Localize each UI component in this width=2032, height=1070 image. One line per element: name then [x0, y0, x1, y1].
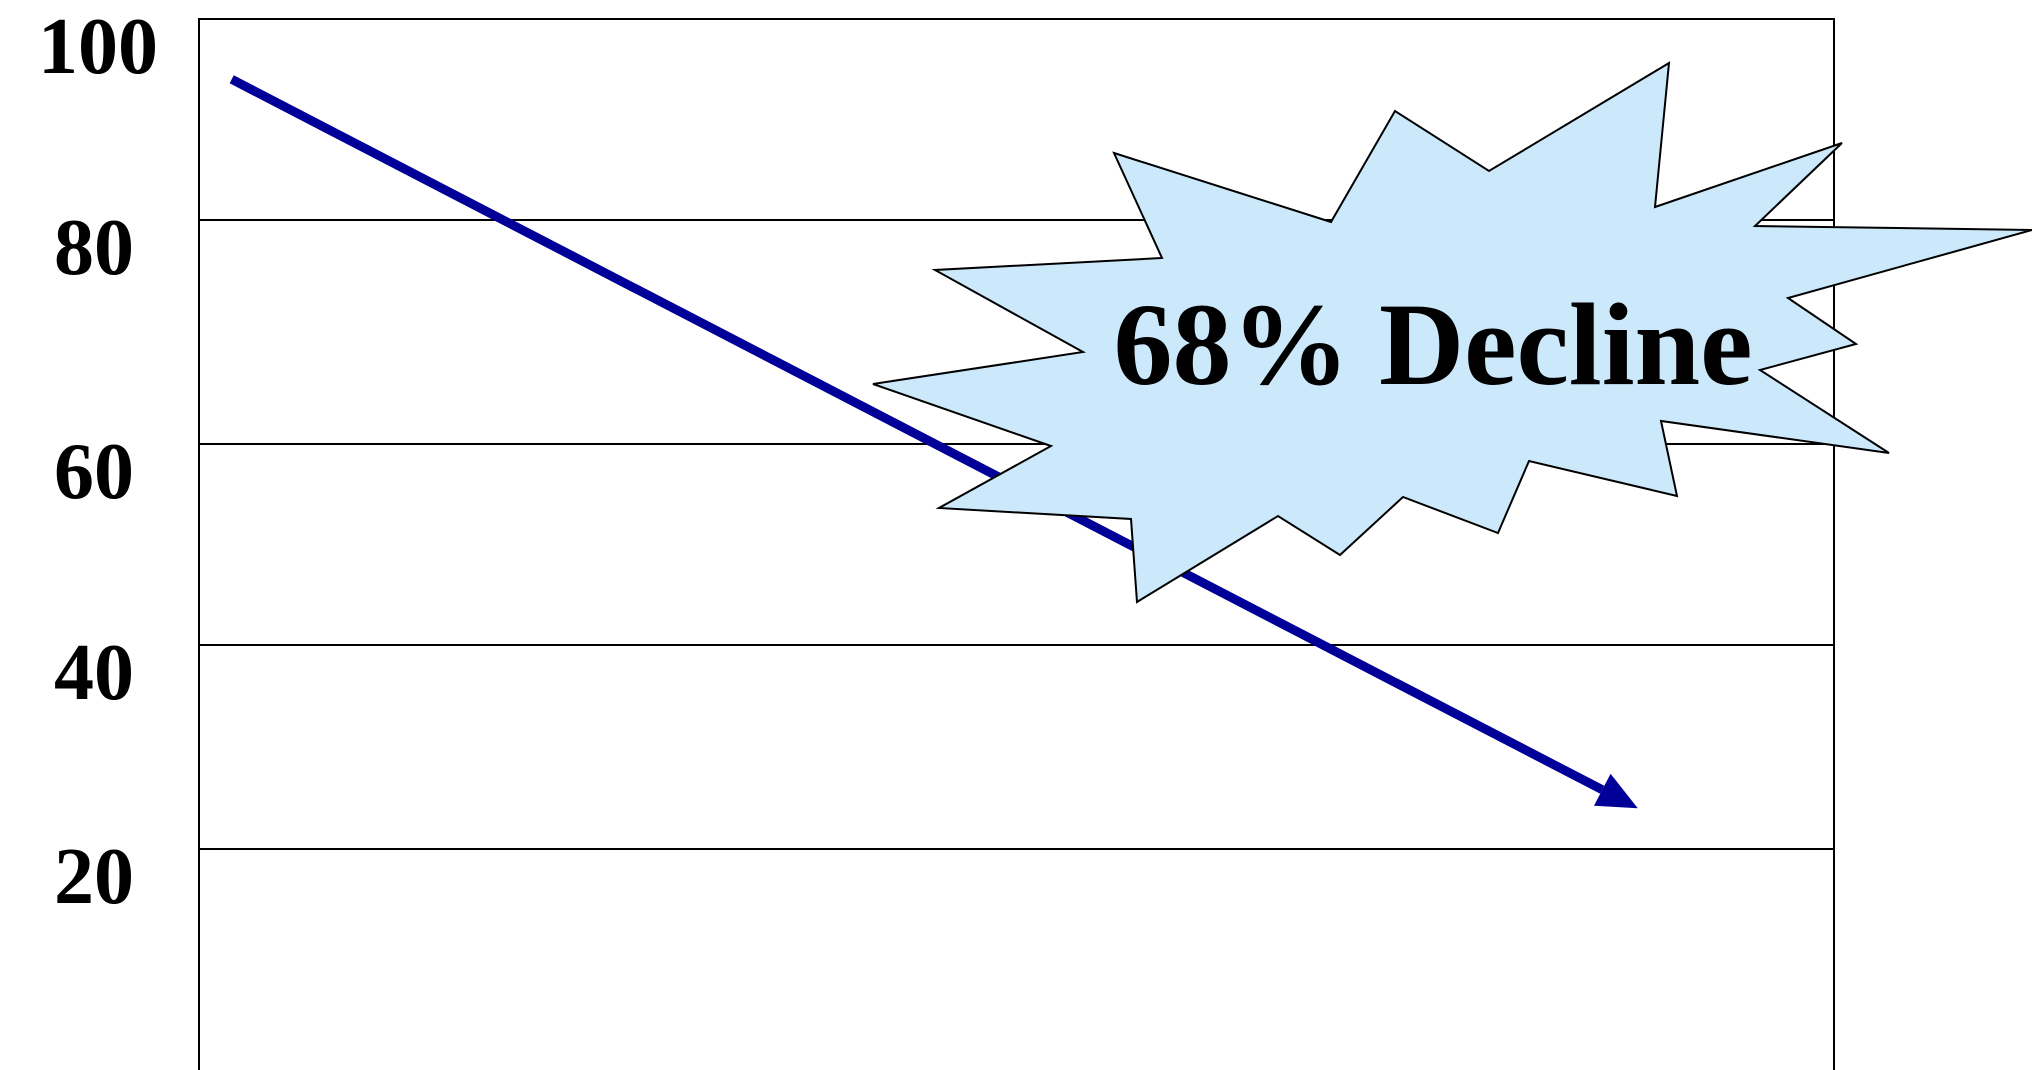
y-tick-label-20: 20: [54, 833, 134, 921]
trend-arrowhead: [1594, 773, 1638, 809]
y-tick-label-60: 60: [54, 428, 134, 516]
y-tick-label-40: 40: [54, 629, 134, 717]
trend-line: [229, 75, 1605, 794]
plot-area-frame: [198, 18, 1835, 1070]
starburst-shape: [872, 61, 2032, 604]
series-layer: [229, 75, 1638, 809]
callout-text: 68% Decline: [1113, 279, 1752, 410]
starburst-callout: 68% Decline: [872, 61, 2032, 604]
y-tick-label-100: 100: [38, 3, 158, 91]
y-tick-label-80: 80: [54, 204, 134, 292]
y-axis-tick-labels: 100 80 60 40 20: [38, 3, 158, 921]
